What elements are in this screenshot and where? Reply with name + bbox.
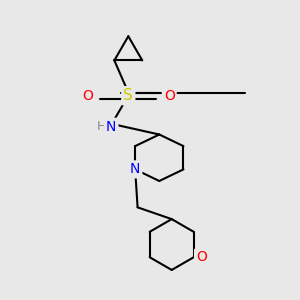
Text: S: S: [123, 88, 133, 103]
Text: N: N: [130, 162, 140, 176]
Text: O: O: [82, 89, 93, 103]
Text: O: O: [196, 250, 207, 264]
Text: H: H: [96, 120, 106, 133]
Text: N: N: [106, 120, 116, 134]
Text: O: O: [164, 89, 175, 103]
